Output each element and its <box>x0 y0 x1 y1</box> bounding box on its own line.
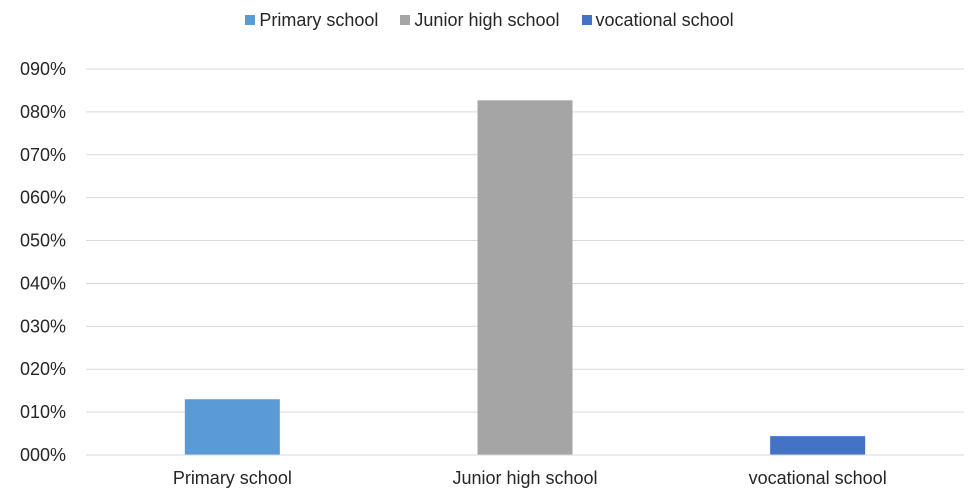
y-tick-label: 000% <box>20 445 66 465</box>
y-tick-label: 020% <box>20 359 66 379</box>
y-tick-label: 010% <box>20 402 66 422</box>
legend-item-primary-school: Primary school <box>245 10 378 31</box>
bar <box>477 100 573 455</box>
legend-swatch-primary-school <box>245 15 256 25</box>
y-tick-label: 090% <box>20 59 66 79</box>
y-axis: 000% 010% 020% 030% 040% 050% 060% 070% 080% 090% <box>20 59 66 465</box>
legend-label-primary-school: Primary school <box>259 9 379 30</box>
y-tick-label: 080% <box>20 102 66 122</box>
x-axis: Primary school Junior high school vocation… <box>86 454 964 488</box>
legend-item-vocational-school: vocational school <box>581 9 734 31</box>
x-tick-label: Primary school <box>173 468 292 488</box>
y-tick-label: 040% <box>20 273 66 293</box>
bars <box>184 100 866 455</box>
legend-item-junior-high-school: Junior high school <box>400 9 560 31</box>
x-tick-label: Junior high school <box>452 468 597 488</box>
y-tick-label: 030% <box>20 316 66 336</box>
chart-legend: Primary school Junior high school vocati… <box>0 8 979 32</box>
legend-swatch-vocational-school <box>581 15 592 25</box>
legend-label-vocational-school: vocational school <box>595 9 734 30</box>
legend-label-junior-high-school: Junior high school <box>414 9 560 30</box>
bar <box>770 436 866 455</box>
bar <box>184 399 280 455</box>
x-tick-label: vocational school <box>749 468 887 488</box>
y-tick-label: 050% <box>20 231 66 251</box>
y-tick-label: 060% <box>20 188 66 208</box>
legend-swatch-junior-high-school <box>400 15 411 25</box>
y-tick-label: 070% <box>20 145 66 165</box>
